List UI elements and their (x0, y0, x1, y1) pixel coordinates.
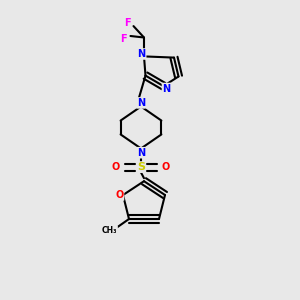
Text: S: S (137, 162, 145, 172)
Text: O: O (112, 162, 120, 172)
Text: CH₃: CH₃ (102, 226, 117, 235)
Text: N: N (137, 49, 146, 59)
Text: N: N (137, 148, 145, 158)
Text: F: F (124, 18, 131, 28)
Text: O: O (162, 162, 170, 172)
Text: F: F (120, 34, 126, 44)
Text: N: N (162, 83, 171, 94)
Text: N: N (137, 98, 145, 108)
Text: O: O (115, 190, 124, 200)
